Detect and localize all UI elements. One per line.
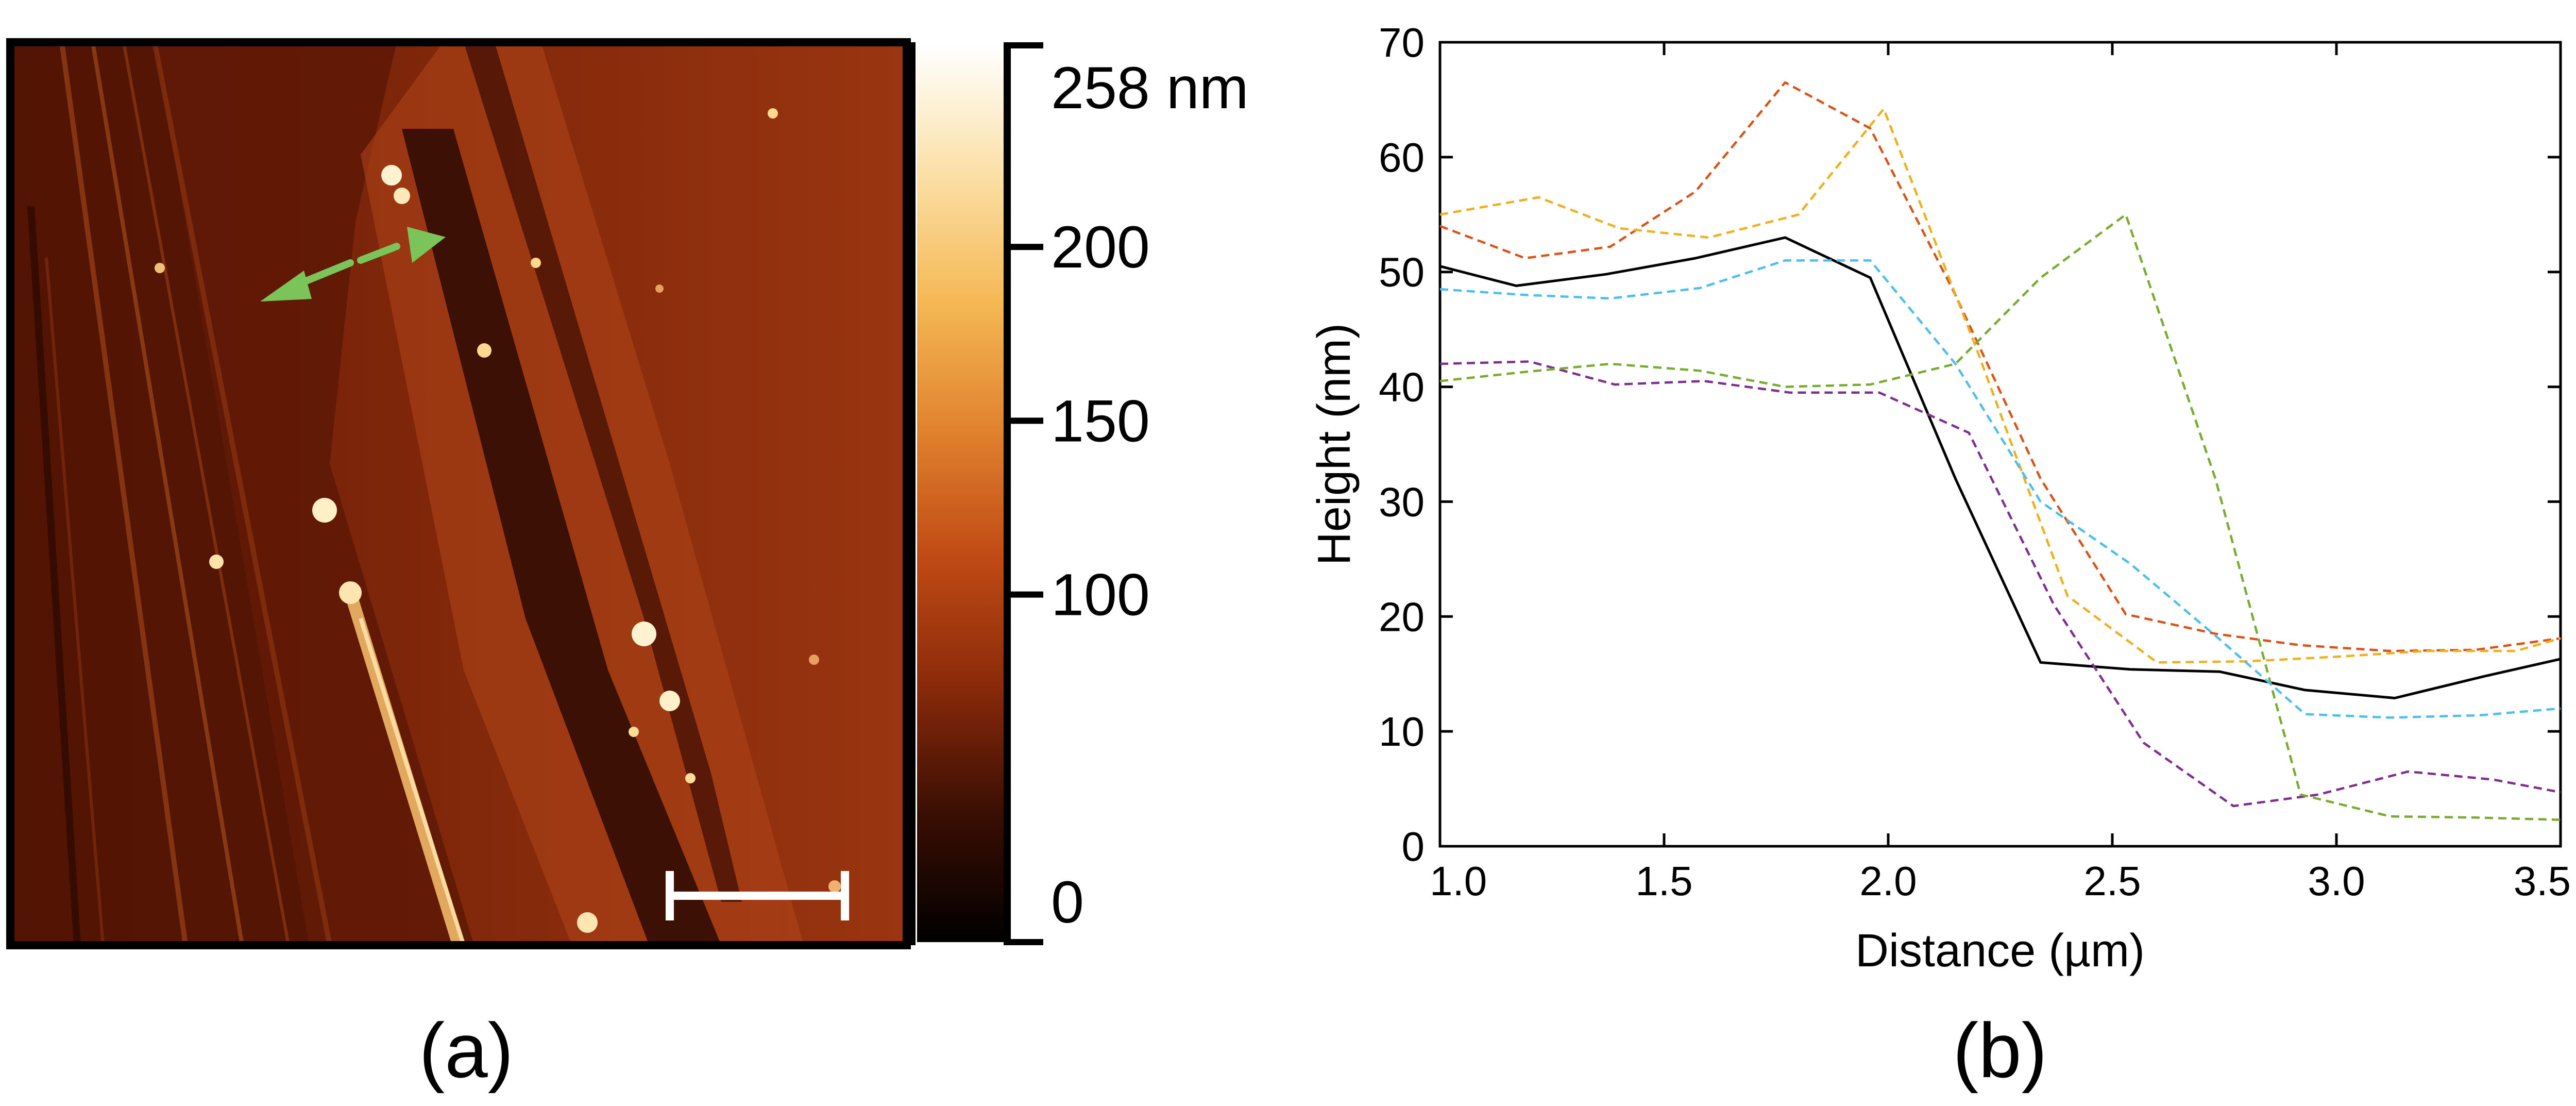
x-tick-label: 2.0 [1859,858,1917,904]
colorbar-tick-label: 200 [1051,214,1150,280]
line-chart: 1.0 1.5 2.0 2.5 3.0 3.5 0 10 20 30 40 50 60 70 Dista… [1309,20,2571,1094]
colorbar-tick-label: 0 [1051,869,1084,935]
colorbar-tick-label: 100 [1051,562,1150,628]
y-tick-label: 70 [1379,20,1425,65]
y-tick-label: 20 [1379,594,1425,640]
x-tick-label: 3.5 [2514,858,2571,904]
scale-bar [666,871,849,920]
plot-frame [1438,41,2562,848]
series-line-2 [1439,81,2561,652]
series-line-3 [1439,108,2561,664]
x-tick-label: 2.5 [2083,858,2141,904]
series-line-4 [1439,360,2561,808]
y-tick-label: 30 [1379,479,1425,525]
y-tick-label: 10 [1379,709,1425,755]
x-axis-label: Distance (µm) [1855,925,2145,977]
y-tick-label: 0 [1402,824,1425,869]
series-line-6 [1439,259,2561,719]
panel-a-label: (a) [419,1007,513,1094]
y-tick-label: 50 [1379,249,1425,295]
panel-b-label: (b) [1953,1007,2047,1094]
afm-image [6,38,911,949]
x-axis: 1.0 1.5 2.0 2.5 3.0 3.5 [1430,42,2571,904]
series-line-5 [1439,213,2561,821]
x-tick-label: 1.5 [1635,858,1692,904]
series-layer [1439,81,2561,821]
arrow-right-head-icon [407,227,446,263]
colorbar-gradient [917,45,1007,942]
series-line-1 [1439,236,2561,699]
double-arrow-annotation [260,227,446,301]
arrow-left-head-icon [260,271,312,301]
afm-panel: 258 nm 200 150 100 0 (a) [6,38,1249,1094]
colorbar-tick-label: 150 [1051,388,1150,454]
colorbar: 258 nm 200 150 100 0 [908,42,1249,945]
x-tick-label: 3.0 [2308,858,2365,904]
x-tick-label: 1.0 [1430,858,1487,904]
y-tick-label: 60 [1379,135,1425,180]
y-tick-label: 40 [1379,364,1425,410]
colorbar-ticks: 258 nm 200 150 100 0 [1007,42,1249,945]
y-axis-label: Height (nm) [1309,323,1360,565]
y-axis: 0 10 20 30 40 50 60 70 [1379,20,2561,869]
colorbar-tick-label: 258 nm [1051,55,1249,121]
